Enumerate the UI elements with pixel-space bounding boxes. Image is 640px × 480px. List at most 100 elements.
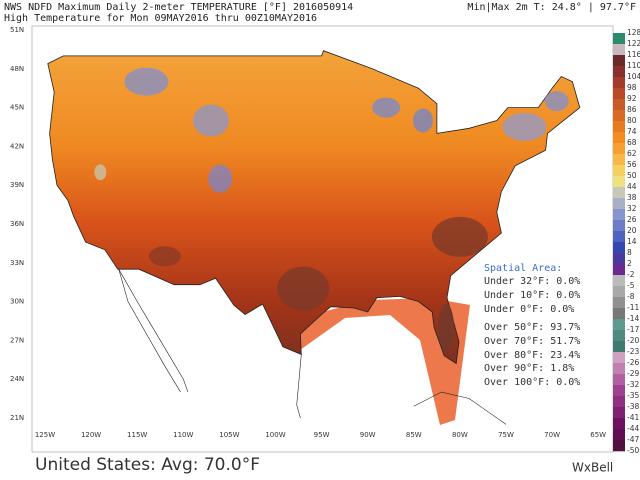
colorbar-swatch (613, 220, 625, 232)
colorbar-label: -2 (627, 270, 635, 279)
longitude-label: 65W (590, 431, 606, 439)
cuba (413, 391, 507, 425)
latitude-label: 21N (10, 414, 24, 422)
footer-brand: WxBell (572, 461, 613, 475)
longitude-label: 105W (219, 431, 239, 439)
spatial-line: Over 80°F: 23.4% (484, 350, 580, 361)
spatial-line: Over 50°F: 93.7% (484, 322, 580, 333)
latitude-label: 48N (10, 65, 24, 73)
latitude-label: 33N (10, 259, 24, 267)
latitude-label: 27N (10, 336, 24, 344)
temperature-region (544, 91, 569, 112)
colorbar-label: 110 (627, 61, 640, 70)
header-minmax: Min|Max 2m T: 24.8° | 97.7°F (467, 2, 636, 13)
latitude-label: 24N (10, 375, 24, 383)
longitude-label: 85W (406, 431, 422, 439)
colorbar-label: 8 (627, 248, 632, 257)
colorbar-label: 56 (627, 160, 637, 169)
colorbar-label: 92 (627, 94, 637, 103)
colorbar-label: -35 (627, 391, 639, 400)
colorbar-label: 74 (627, 127, 637, 136)
spatial-line: Under 32°F: 0.0% (484, 276, 580, 287)
colorbar-swatch (613, 198, 625, 210)
colorbar-label: 32 (627, 204, 637, 213)
mexico-border (118, 269, 189, 393)
colorbar-swatch (613, 143, 625, 155)
temperature-region (431, 216, 488, 257)
colorbar-swatch (613, 297, 625, 309)
colorbar-swatch (613, 363, 625, 375)
colorbar-label: -41 (627, 413, 639, 422)
longitude-label: 75W (498, 431, 514, 439)
colorbar-label: 116 (627, 50, 640, 59)
longitude-label: 95W (314, 431, 330, 439)
colorbar-swatch (613, 253, 625, 265)
colorbar-swatch (613, 77, 625, 89)
spatial-line: Over 90°F: 1.8% (484, 363, 574, 374)
colorbar-swatch (613, 286, 625, 298)
colorbar-swatch (613, 44, 625, 56)
colorbar-label: -11 (627, 303, 639, 312)
temperature-region (413, 108, 434, 133)
colorbar-label: 104 (627, 72, 640, 81)
colorbar-label: 86 (627, 105, 637, 114)
spatial-line: Under 10°F: 0.0% (484, 290, 580, 301)
spatial-line: Under 0°F: 0.0% (484, 304, 574, 315)
colorbar-label: -38 (627, 402, 639, 411)
temperature-region (438, 303, 455, 352)
colorbar-label: 2 (627, 259, 632, 268)
temperature-region (124, 67, 169, 96)
latitude-label: 45N (10, 104, 24, 112)
colorbar-label: -44 (627, 424, 639, 433)
temperature-region (94, 164, 107, 181)
colorbar-swatch (613, 132, 625, 144)
spatial-title: Spatial Area: (484, 263, 562, 274)
colorbar-label: -32 (627, 380, 639, 389)
colorbar-swatch (613, 242, 625, 254)
colorbar-label: 122 (627, 39, 640, 48)
spatial-line: Over 70°F: 51.7% (484, 336, 580, 347)
colorbar-swatch (613, 319, 625, 331)
latitude-label: 30N (10, 298, 24, 306)
colorbar-label: 68 (627, 138, 637, 147)
colorbar-label: 98 (627, 83, 637, 92)
colorbar-swatch (613, 176, 625, 188)
colorbar-label: 62 (627, 149, 637, 158)
longitude-label: 90W (360, 431, 376, 439)
colorbar-swatch (613, 418, 625, 430)
colorbar-swatch (613, 110, 625, 122)
colorbar-label: -8 (627, 292, 635, 301)
colorbar-label: -5 (627, 281, 635, 290)
us-temperature-field (47, 50, 581, 365)
latitude-label: 42N (10, 142, 24, 150)
colorbar-label: -47 (627, 435, 639, 444)
longitude-label: 120W (81, 431, 101, 439)
temperature-region (372, 97, 401, 118)
colorbar-swatch (613, 352, 625, 364)
colorbar-label: 50 (627, 171, 637, 180)
colorbar-swatch (613, 165, 625, 177)
longitude-label: 80W (452, 431, 468, 439)
longitude-label: 110W (173, 431, 193, 439)
colorbar-swatch (613, 154, 625, 166)
map (47, 50, 581, 425)
colorbar-swatch (613, 374, 625, 386)
temperature-region (502, 112, 547, 141)
colorbar-swatch (613, 407, 625, 419)
spatial-area: Spatial Area: Under 32°F: 0.0% Under 10°F… (484, 263, 580, 388)
colorbar-label: 14 (627, 237, 637, 246)
temperature-region (148, 246, 181, 267)
header-subtitle: High Temperature for Mon 09MAY2016 thru … (4, 13, 317, 24)
colorbar-swatch (613, 440, 625, 452)
footer-average: United States: Avg: 70.0°F (35, 455, 260, 475)
temperature-region (277, 266, 330, 311)
colorbar-label: -14 (627, 314, 639, 323)
colorbar-label: -23 (627, 347, 639, 356)
colorbar-swatch (613, 66, 625, 78)
colorbar-swatch (613, 99, 625, 111)
baja-coast (118, 269, 181, 393)
colorbar-label: -29 (627, 369, 639, 378)
colorbar-label: 20 (627, 226, 637, 235)
temperature-region (208, 164, 233, 193)
